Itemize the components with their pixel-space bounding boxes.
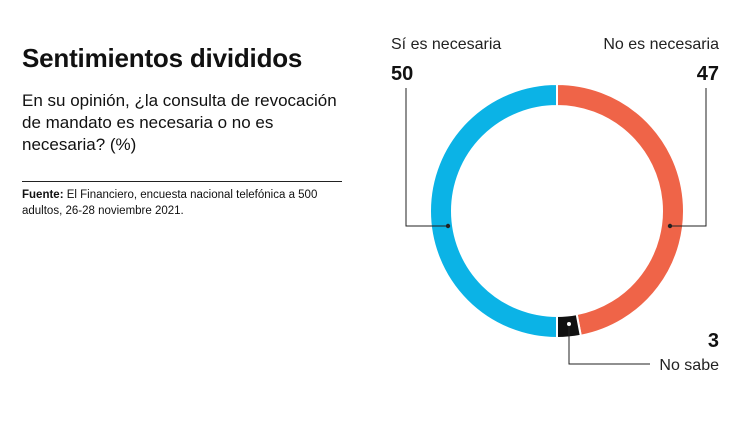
slice-no-es-necesaria: [556, 82, 685, 337]
donut-chart: Sí es necesaria 50 No es necesaria 47 3 …: [391, 36, 719, 374]
slice-si-es-necesaria: [429, 82, 558, 340]
slice-dot-no: [667, 223, 673, 229]
slice-value-no: 47: [697, 63, 719, 85]
slice-label-si: Sí es necesaria: [391, 36, 501, 53]
chart-subtitle: En su opinión, ¿la consulta de revocació…: [22, 91, 337, 154]
chart-title: Sentimientos divididos: [22, 43, 303, 73]
source-text: El Financiero, encuesta nacional telefón…: [22, 189, 318, 217]
slice-dot-nosabe: [567, 322, 571, 326]
leader-line-si: [405, 88, 448, 227]
source-divider: [22, 181, 342, 182]
slice-label-nosabe: No sabe: [659, 357, 719, 374]
source-label: Fuente:: [22, 189, 64, 201]
slice-value-si: 50: [391, 63, 413, 85]
donut-slices: [429, 82, 685, 340]
donut-annotations: Sí es necesaria 50 No es necesaria 47 3 …: [391, 36, 719, 374]
leader-line-nosabe: [568, 324, 650, 365]
source-note: Fuente: El Financiero, encuesta nacional…: [22, 187, 352, 219]
slice-value-nosabe: 3: [708, 330, 719, 352]
leader-line-no: [670, 88, 707, 227]
slice-dot-si: [445, 223, 451, 229]
slice-label-no: No es necesaria: [603, 36, 719, 53]
